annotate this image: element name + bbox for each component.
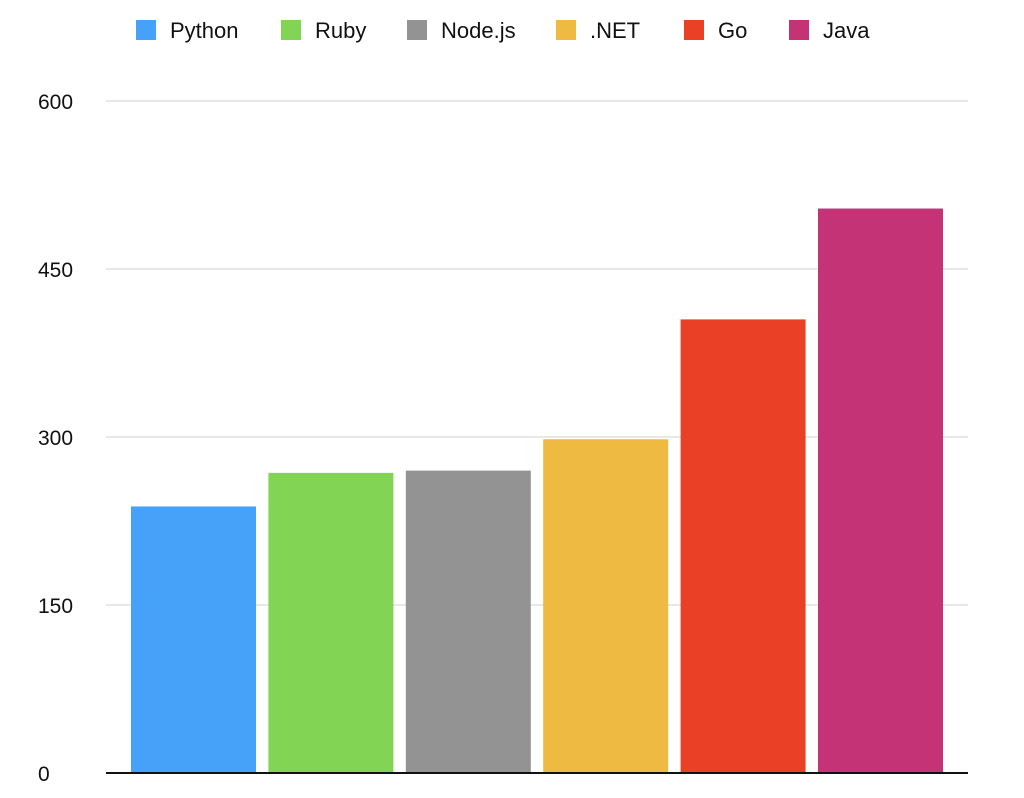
y-axis-ticks: 0 150 300 450 600	[38, 91, 73, 786]
legend-swatch	[281, 20, 301, 40]
legend-item-node-js: Node.js	[407, 18, 516, 43]
legend-label: Go	[718, 18, 747, 43]
y-tick-label: 150	[38, 595, 73, 618]
bar-java	[818, 208, 943, 773]
legend-swatch	[136, 20, 156, 40]
legend-swatch	[684, 20, 704, 40]
y-tick-label: 0	[38, 763, 50, 786]
bar-node-js	[405, 470, 531, 773]
legend-item-ruby: Ruby	[281, 18, 366, 43]
legend-swatch	[789, 20, 809, 40]
legend-label: Python	[170, 18, 239, 43]
y-tick-label: 600	[38, 91, 73, 114]
legend-label: .NET	[590, 18, 640, 43]
chart-legend: Python Ruby Node.js .NET Go Java	[136, 18, 870, 43]
bar-go	[680, 319, 806, 773]
legend-swatch	[407, 20, 427, 40]
chart-bars	[131, 208, 943, 773]
bar-ruby	[268, 472, 394, 773]
legend-label: Node.js	[441, 18, 516, 43]
y-tick-label: 300	[38, 427, 73, 450]
bar-net	[543, 439, 669, 773]
y-tick-label: 450	[38, 259, 73, 282]
legend-item-net: .NET	[556, 18, 640, 43]
legend-item-java: Java	[789, 18, 870, 43]
bar-python	[131, 506, 256, 773]
legend-label: Java	[823, 18, 870, 43]
legend-item-python: Python	[136, 18, 239, 43]
legend-swatch	[556, 20, 576, 40]
legend-item-go: Go	[684, 18, 747, 43]
legend-label: Ruby	[315, 18, 366, 43]
